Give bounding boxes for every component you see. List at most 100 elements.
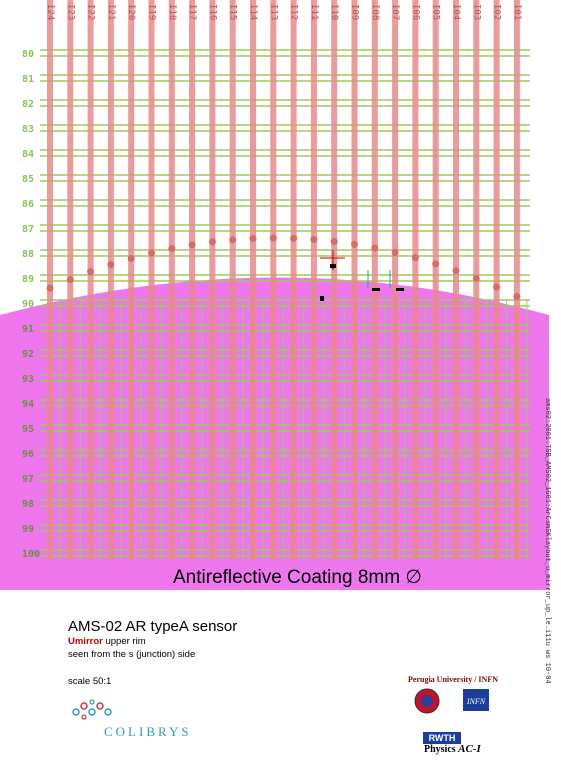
strip — [290, 0, 297, 560]
strip-end-marker — [432, 260, 440, 268]
mirror-rest: upper rim — [102, 636, 146, 647]
row-label: 99 — [22, 524, 34, 535]
strip — [351, 0, 358, 560]
strip-end-marker — [290, 234, 298, 242]
strip — [453, 0, 459, 560]
strip-label: I07 — [390, 4, 400, 20]
alignment-mark — [320, 296, 324, 301]
strip-label: I05 — [431, 4, 441, 20]
row-label: 84 — [22, 149, 34, 160]
institution-rwth: Physics AC-I — [424, 743, 481, 755]
strip-label: I23 — [65, 4, 75, 20]
alignment-mark — [396, 288, 404, 291]
strip-label: I03 — [471, 4, 481, 20]
strip-end-marker — [452, 267, 460, 275]
alignment-mark — [372, 288, 380, 291]
row-label: 82 — [22, 99, 34, 110]
strip-label: I10 — [329, 4, 339, 20]
strip-label: I18 — [167, 4, 177, 20]
alignment-mark — [330, 264, 336, 268]
strip — [47, 0, 53, 560]
perugia-logo — [414, 688, 440, 714]
strip — [331, 0, 338, 560]
strip-end-marker — [371, 244, 379, 252]
strip — [87, 0, 94, 560]
row-label: 96 — [22, 449, 34, 460]
strip — [189, 0, 196, 560]
row-label: 95 — [22, 424, 34, 435]
strip — [513, 0, 520, 560]
strip-end-marker — [107, 261, 115, 269]
strip — [432, 0, 439, 560]
svg-text:INFN: INFN — [466, 697, 486, 706]
strip-end-marker — [513, 292, 521, 300]
strip-label: I04 — [451, 4, 461, 20]
coating-label: Antireflective Coating 8mm ∅ — [173, 567, 422, 588]
row-label: 97 — [22, 474, 34, 485]
strip — [392, 0, 399, 560]
strip-label: I15 — [228, 4, 238, 20]
strip-label: I20 — [126, 4, 136, 20]
strip-label: I08 — [370, 4, 380, 20]
row-label: 98 — [22, 499, 34, 510]
strip — [310, 0, 317, 560]
strip-label: I02 — [492, 4, 502, 20]
row-label: 93 — [22, 374, 34, 385]
colibrys-wordmark: COLIBRYS — [104, 724, 192, 739]
institution-rwth-text: Physics — [424, 744, 459, 755]
row-label: 83 — [22, 124, 34, 135]
row-label: 86 — [22, 199, 34, 210]
row-label: 85 — [22, 174, 34, 185]
strip-end-marker — [229, 236, 237, 244]
row-label: 80 — [22, 49, 34, 60]
row-label: 100 — [22, 549, 40, 560]
strip — [371, 0, 378, 560]
strip-label: I17 — [187, 4, 197, 20]
row-label: 87 — [22, 224, 34, 235]
strip — [148, 0, 155, 560]
sensor-title: AMS-02 AR typeA sensor — [68, 618, 238, 635]
strip — [168, 0, 175, 560]
colibrys-logo-icon — [72, 699, 112, 720]
row-label: 90 — [22, 299, 34, 310]
institution-rwth-italic: AC-I — [458, 743, 481, 755]
scale-line: scale 50:1 — [68, 676, 112, 687]
strip-label: I14 — [248, 4, 258, 20]
strip-label: I01 — [512, 4, 522, 20]
strip — [270, 0, 277, 560]
rwth-badge: RWTH — [423, 732, 461, 744]
strip — [229, 0, 236, 560]
strip-label: I13 — [268, 4, 278, 20]
strip-end-marker — [493, 283, 501, 291]
row-label: 81 — [22, 74, 34, 85]
row-label: 94 — [22, 399, 34, 410]
strip — [412, 0, 419, 560]
institution-perugia: Perugia University / INFN — [408, 675, 498, 684]
strip-label: I11 — [309, 4, 319, 20]
strip-label: I19 — [147, 4, 157, 20]
strip-label: I21 — [106, 4, 116, 20]
mirror-line: Umirror upper rim — [68, 636, 146, 647]
strip-label: I09 — [350, 4, 360, 20]
strip-label: I06 — [410, 4, 420, 20]
strip-end-marker — [66, 276, 74, 284]
strip-end-marker — [208, 238, 216, 246]
strip-end-marker — [188, 241, 196, 249]
strip-label: I12 — [289, 4, 299, 20]
side-filename: ams02:2001:TSB_AMS02_1G01:ArCsmSKlayout_… — [543, 398, 551, 684]
view-line: seen from the s (junction) side — [68, 649, 196, 660]
strip — [250, 0, 256, 560]
strip-end-marker — [330, 238, 338, 246]
strip-end-marker — [127, 254, 135, 262]
row-label: 91 — [22, 324, 34, 335]
strip-end-marker — [411, 254, 419, 262]
strip-end-marker — [351, 240, 358, 248]
strip-end-marker — [249, 234, 257, 242]
strip-label: I22 — [86, 4, 96, 20]
strip-end-marker — [168, 244, 176, 252]
strip-end-marker — [148, 249, 155, 257]
row-label: 88 — [22, 249, 34, 260]
strip — [107, 0, 114, 560]
strip-end-marker — [310, 236, 318, 244]
strip-end-marker — [87, 268, 95, 276]
